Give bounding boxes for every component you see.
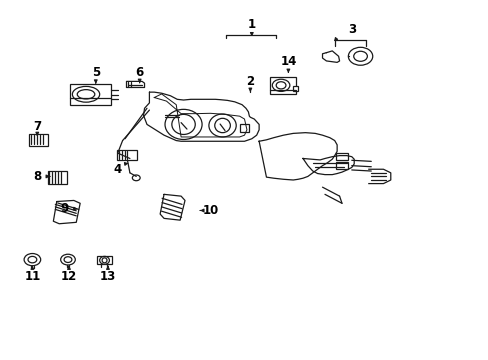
Ellipse shape — [276, 82, 285, 89]
Bar — [29, 134, 47, 146]
Text: 9: 9 — [60, 202, 68, 215]
Text: 6: 6 — [135, 66, 143, 79]
Bar — [335, 153, 347, 160]
Text: 14: 14 — [280, 55, 296, 68]
Circle shape — [64, 257, 72, 262]
Ellipse shape — [214, 118, 230, 133]
Ellipse shape — [102, 258, 107, 263]
Text: 4: 4 — [113, 163, 122, 176]
Text: 5: 5 — [91, 66, 100, 79]
Circle shape — [24, 253, 41, 266]
Text: 8: 8 — [33, 170, 41, 183]
Text: 2: 2 — [246, 75, 254, 88]
Ellipse shape — [77, 90, 95, 99]
Text: 3: 3 — [347, 23, 355, 36]
Bar — [117, 149, 137, 160]
Bar — [48, 171, 66, 184]
Ellipse shape — [72, 86, 100, 102]
Bar — [239, 125, 249, 132]
Bar — [97, 256, 112, 264]
Bar — [70, 84, 111, 105]
Ellipse shape — [164, 109, 202, 139]
Text: 7: 7 — [33, 120, 41, 133]
Circle shape — [347, 47, 372, 65]
Circle shape — [353, 51, 366, 61]
Circle shape — [132, 175, 140, 181]
Bar — [335, 162, 347, 169]
Text: 11: 11 — [24, 270, 41, 283]
Text: 13: 13 — [100, 270, 116, 283]
Text: 12: 12 — [61, 270, 77, 283]
Circle shape — [61, 254, 75, 265]
Ellipse shape — [100, 256, 109, 264]
Ellipse shape — [272, 79, 289, 91]
Ellipse shape — [208, 114, 236, 137]
Bar — [293, 86, 298, 91]
Text: 10: 10 — [202, 204, 218, 217]
Circle shape — [28, 256, 37, 263]
Bar — [270, 77, 295, 94]
Text: 1: 1 — [247, 18, 255, 31]
Ellipse shape — [171, 114, 195, 134]
